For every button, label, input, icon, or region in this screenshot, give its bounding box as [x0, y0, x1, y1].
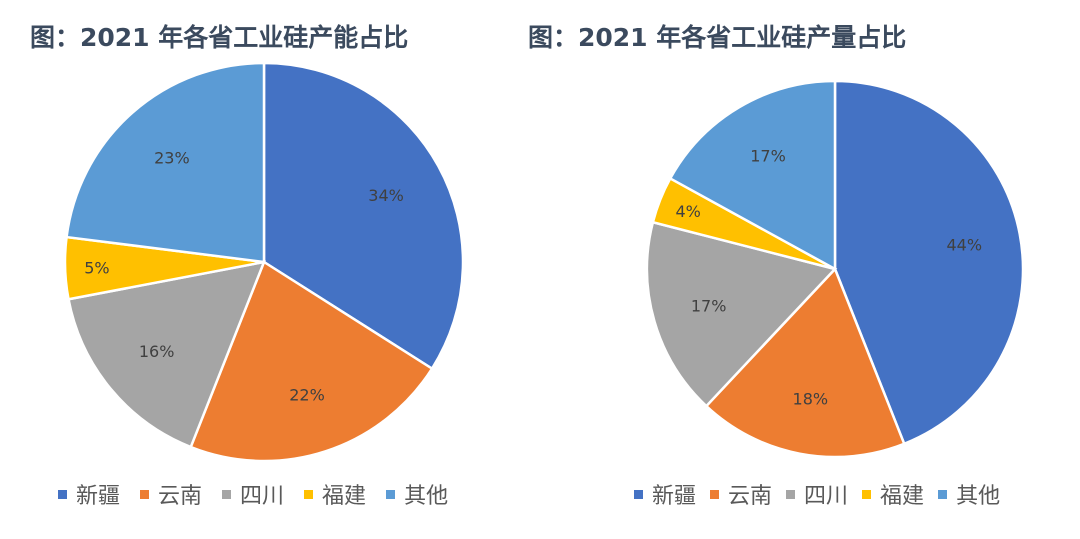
- data-label: 44%: [946, 235, 982, 254]
- legend-capacity: 新疆 云南 四川 福建 其他: [58, 478, 468, 510]
- legend-item-sichuan: 四川: [786, 478, 848, 510]
- data-label: 23%: [154, 149, 190, 168]
- legend-item-other: 其他: [386, 478, 448, 510]
- pie-chart-output: 44% 18% 17% 4% 17%: [645, 79, 1025, 459]
- legend-item-yunnan: 云南: [710, 478, 772, 510]
- pie-slice: [833, 79, 1025, 446]
- data-label: 17%: [691, 297, 727, 316]
- data-label: 22%: [289, 385, 325, 404]
- legend-swatch-icon: [140, 489, 150, 499]
- legend-swatch-icon: [786, 489, 796, 499]
- legend-item-sichuan: 四川: [222, 478, 284, 510]
- pie-chart-capacity: 34% 22% 16% 5% 23%: [63, 61, 465, 463]
- data-label: 17%: [750, 147, 786, 166]
- legend-item-other: 其他: [938, 478, 1000, 510]
- legend-swatch-icon: [634, 489, 643, 499]
- legend-swatch-icon: [304, 489, 314, 499]
- legend-output: 新疆 云南 四川 福建 其他: [634, 478, 1014, 510]
- legend-swatch-icon: [862, 489, 872, 499]
- pie-slice: [65, 61, 266, 264]
- data-label: 5%: [84, 258, 109, 277]
- pie-slice: [704, 266, 906, 459]
- legend-swatch-icon: [710, 489, 720, 499]
- pie-slice: [189, 260, 434, 463]
- data-label: 34%: [368, 186, 404, 205]
- legend-item-fujian: 福建: [862, 478, 924, 510]
- legend-item-xinjiang: 新疆: [634, 478, 696, 510]
- legend-item-xinjiang: 新疆: [58, 478, 120, 510]
- legend-swatch-icon: [938, 489, 948, 499]
- legend-item-fujian: 福建: [304, 478, 366, 510]
- legend-swatch-icon: [222, 489, 232, 499]
- legend-swatch-icon: [386, 489, 396, 499]
- data-label: 16%: [139, 342, 175, 361]
- data-label: 18%: [793, 389, 829, 408]
- chart-title-output: 图：2021 年各省工业硅产量占比: [528, 23, 907, 52]
- pie-slice: [668, 79, 837, 272]
- pie-slice: [645, 220, 838, 408]
- data-label: 4%: [675, 202, 700, 221]
- chart-title-capacity: 图：2021 年各省工业硅产能占比: [30, 23, 409, 52]
- legend-item-yunnan: 云南: [140, 478, 202, 510]
- legend-swatch-icon: [58, 489, 67, 499]
- pie-slice: [67, 260, 266, 449]
